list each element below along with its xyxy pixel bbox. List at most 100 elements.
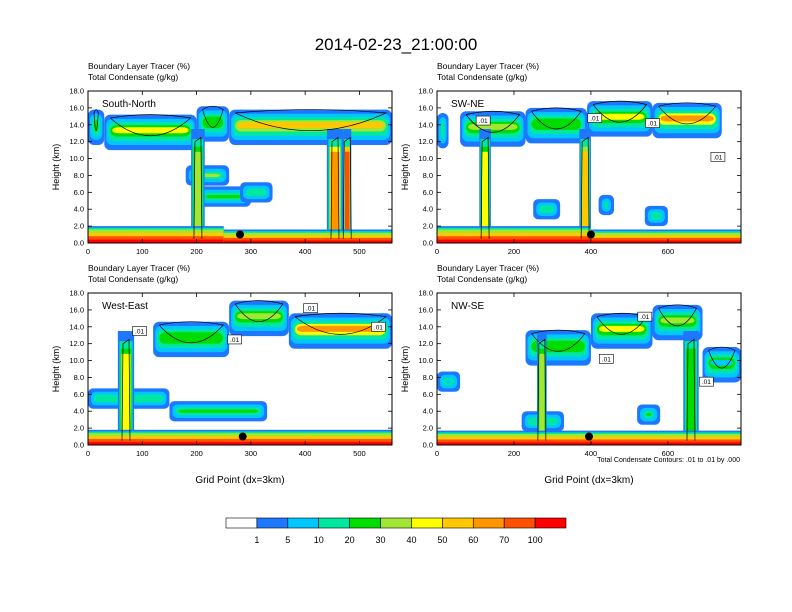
colorbar-swatch	[225, 517, 258, 529]
contour-label: .01	[648, 121, 657, 128]
field-layer	[437, 100, 741, 243]
y-tick-label: 0.0	[74, 239, 84, 248]
pbl-cell	[223, 240, 392, 243]
x-tick-label: 200	[508, 449, 521, 458]
field-layer	[88, 105, 392, 243]
panel-subtitle-tracer: Boundary Layer Tracer (%)	[437, 263, 539, 273]
mid-cloud-cell	[446, 379, 452, 384]
pbl-cell	[88, 239, 224, 243]
colorbar-label: 10	[314, 535, 324, 545]
field-layer	[88, 300, 392, 445]
condensate-contour	[202, 105, 224, 128]
contour-label-box	[637, 311, 653, 322]
condensate-contour	[193, 136, 203, 239]
colorbar-label: 30	[376, 535, 386, 545]
contour-label: .01	[230, 337, 239, 344]
y-tick-label: 8.0	[423, 373, 433, 382]
pbl-cell	[590, 240, 741, 243]
x-tick-label: 400	[299, 449, 312, 458]
y-tick-label: 12.0	[69, 339, 84, 348]
y-tick-label: 4.0	[423, 205, 433, 214]
y-tick-label: 14.0	[69, 120, 84, 129]
y-tick-label: 10.0	[69, 356, 84, 365]
panel-subtitle-condensate: Total Condensate (g/kg)	[437, 274, 527, 284]
mid-cloud-cell	[646, 412, 652, 417]
y-tick-label: 2.0	[74, 222, 84, 231]
x-tick-label: 200	[190, 247, 203, 256]
panel-west-east: Boundary Layer Tracer (%)Total Condensat…	[51, 263, 393, 486]
colorbar-swatch	[534, 517, 567, 529]
condensate-contour	[480, 136, 490, 239]
y-tick-label: 10.0	[418, 154, 433, 163]
x-tick-label: 0	[86, 449, 90, 458]
x-tick-label: 300	[245, 247, 258, 256]
panels-group: Boundary Layer Tracer (%)Total Condensat…	[51, 61, 742, 486]
convective-column	[539, 353, 545, 445]
colorbar-swatch	[472, 517, 505, 529]
y-tick-label: 4.0	[74, 205, 84, 214]
anvil-cell	[660, 317, 695, 324]
y-tick-label: 6.0	[74, 188, 84, 197]
y-tick-label: 12.0	[69, 137, 84, 146]
x-tick-label: 400	[299, 247, 312, 256]
plot-frame	[436, 90, 742, 244]
condensate-contour	[658, 102, 717, 125]
y-tick-label: 6.0	[423, 390, 433, 399]
condensate-contour	[465, 110, 521, 133]
x-tick-label: 100	[136, 247, 149, 256]
convective-column	[686, 353, 696, 445]
contour-label: .01	[713, 154, 722, 161]
mid-cloud-cell	[542, 207, 552, 211]
mid-cloud-cell	[653, 214, 659, 218]
y-axis-label: Height (km)	[400, 144, 410, 191]
condensate-contour	[294, 312, 387, 335]
anvil-cell	[710, 359, 733, 366]
contour-label-box	[645, 118, 660, 128]
y-axis-label: Height (km)	[51, 144, 61, 191]
contour-note: Total Condensate Contours: .01 to .01 by…	[597, 457, 740, 464]
colorbar-swatch	[318, 517, 350, 529]
y-tick-label: 16.0	[418, 305, 433, 314]
convective-column	[344, 151, 350, 243]
panel-label: SW-NE	[451, 99, 484, 110]
condensate-contour	[592, 100, 648, 123]
anvil-cell	[237, 122, 384, 129]
colorbar-label: 60	[468, 535, 478, 545]
panel-subtitle-tracer: Boundary Layer Tracer (%)	[88, 61, 190, 71]
colorbar-label: 70	[499, 535, 509, 545]
panel-subtitle-condensate: Total Condensate (g/kg)	[437, 72, 527, 82]
x-axis-label: Grid Point (dx=3km)	[544, 475, 633, 486]
panel-subtitle-tracer: Boundary Layer Tracer (%)	[437, 61, 539, 71]
convective-column	[581, 151, 589, 243]
y-tick-label: 14.0	[69, 322, 84, 331]
convective-column	[121, 353, 131, 445]
panel-subtitle-condensate: Total Condensate (g/kg)	[88, 274, 178, 284]
condensate-contour	[330, 136, 340, 239]
colorbar-label: 20	[345, 535, 355, 545]
condensate-contour	[686, 338, 696, 441]
colorbar-swatch	[411, 517, 443, 529]
condensate-contour	[658, 304, 698, 327]
convective-column	[330, 151, 340, 243]
condensate-contour	[537, 338, 547, 441]
location-marker	[586, 230, 595, 239]
colorbar-swatch	[503, 517, 536, 529]
mid-cloud-cell	[205, 194, 242, 199]
x-tick-label: 100	[136, 449, 149, 458]
y-tick-label: 8.0	[423, 171, 433, 180]
contour-label: .01	[590, 116, 599, 123]
x-tick-label: 400	[585, 449, 598, 458]
y-tick-label: 4.0	[74, 407, 84, 416]
contour-label: .01	[702, 379, 711, 386]
y-tick-label: 18.0	[418, 87, 433, 96]
y-tick-label: 10.0	[418, 356, 433, 365]
x-tick-label: 400	[585, 247, 598, 256]
condensate-contour	[158, 321, 224, 344]
plot-frame	[436, 292, 742, 446]
y-tick-label: 2.0	[423, 222, 433, 231]
location-marker	[585, 432, 593, 441]
y-tick-label: 16.0	[69, 305, 84, 314]
y-axis-label: Height (km)	[51, 346, 61, 393]
mid-cloud-cell	[604, 201, 609, 209]
